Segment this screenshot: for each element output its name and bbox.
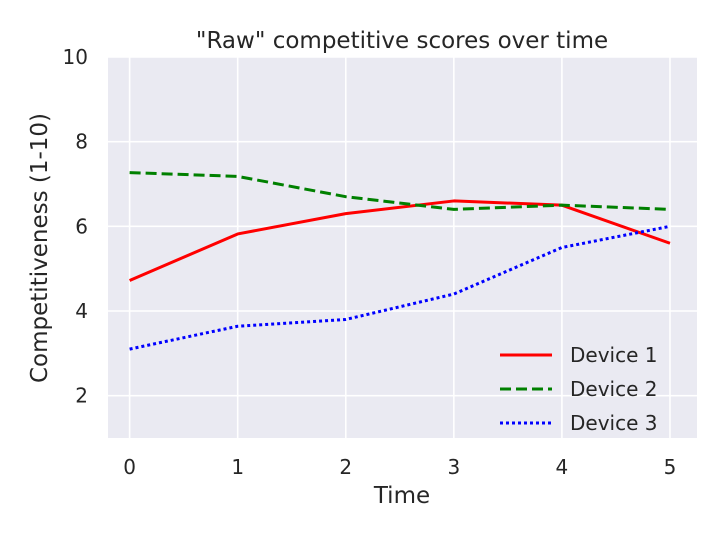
x-tick-label: 5 [664, 455, 677, 479]
y-tick-labels: 2 4 6 8 10 [63, 45, 88, 408]
x-tick-labels: 0 1 2 3 4 5 [123, 455, 676, 479]
y-tick-label: 6 [75, 214, 88, 238]
x-tick-label: 3 [447, 455, 460, 479]
legend-label-3: Device 3 [570, 411, 657, 435]
y-tick-label: 4 [75, 299, 88, 323]
y-tick-label: 2 [75, 384, 88, 408]
grid-lines [108, 56, 697, 438]
x-tick-label: 2 [339, 455, 352, 479]
legend-label-1: Device 1 [570, 343, 657, 367]
series-line-2 [129, 171, 671, 211]
legend-label-2: Device 2 [570, 377, 657, 401]
series-line-3 [129, 224, 671, 351]
y-tick-label: 8 [75, 130, 88, 154]
x-axis-label: Time [373, 483, 430, 509]
y-tick-label: 10 [63, 45, 88, 69]
series-line-1 [129, 199, 671, 282]
y-axis-label: Competitiveness (1-10) [27, 113, 53, 383]
x-tick-label: 1 [231, 455, 244, 479]
x-tick-label: 4 [556, 455, 569, 479]
x-tick-label: 0 [123, 455, 136, 479]
legend: Device 1 Device 2 Device 3 [500, 343, 657, 435]
chart-title: "Raw" competitive scores over time [196, 28, 608, 54]
series-layer [129, 171, 671, 351]
